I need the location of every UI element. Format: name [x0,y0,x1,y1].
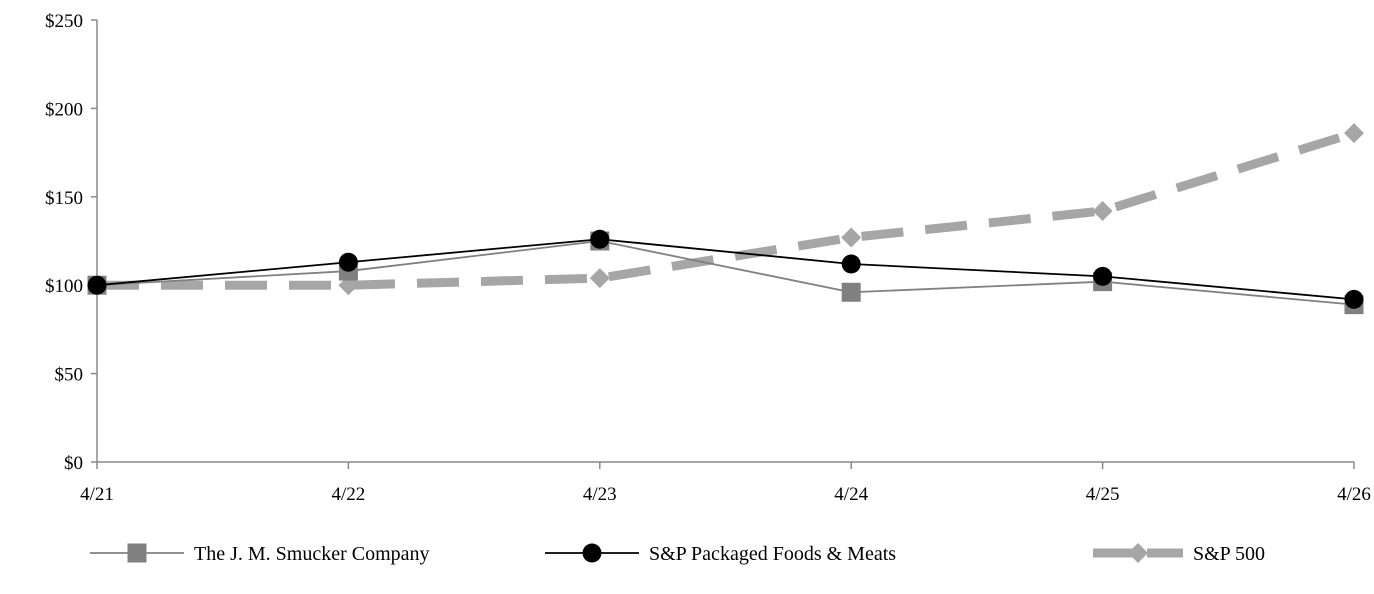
legend-marker [1128,543,1148,563]
legend-item-1: The J. M. Smucker Company [90,543,430,565]
x-tick-label: 4/23 [583,484,617,505]
series-line [96,238,1355,301]
series-layer [87,123,1364,315]
y-tick-label: $200 [45,99,83,120]
legend-label: S&P 500 [1193,543,1265,565]
chart-legend: The J. M. Smucker Company S&P Packaged Fo… [90,543,1265,565]
series-line [96,240,1355,306]
legend-marker [582,543,602,563]
data-point [1093,266,1113,286]
y-tick-label: $0 [64,453,83,474]
data-point [590,229,610,249]
x-axis-tick-labels: 4/21 4/22 4/23 4/24 4/25 4/26 [80,484,1371,505]
legend-item-3: S&P 500 [1093,543,1265,565]
x-tick-label: 4/21 [80,484,114,505]
x-tick-label: 4/26 [1337,484,1371,505]
legend-label: S&P Packaged Foods & Meats [649,543,896,565]
data-point [841,227,862,248]
data-point [841,254,861,274]
legend-label: The J. M. Smucker Company [194,543,430,565]
legend-item-2: S&P Packaged Foods & Meats [545,543,896,565]
data-point [589,268,610,289]
series-1 [87,231,1364,315]
data-point [87,275,107,295]
y-tick-label: $50 [55,365,84,386]
data-point [1092,200,1113,221]
x-tick-label: 4/24 [834,484,868,505]
y-axis-tick-labels: $0 $50 $100 $150 $200 $250 [45,11,83,474]
y-tick-label: $150 [45,188,83,209]
y-tick-label: $250 [45,11,83,32]
data-point [841,282,861,302]
x-tick-label: 4/25 [1086,484,1120,505]
data-point [1344,123,1364,144]
legend-marker [127,543,147,563]
data-point [338,252,358,272]
series-2 [87,229,1364,309]
y-tick-label: $100 [45,276,83,297]
series-line [97,128,1356,290]
chart-axes [91,19,1355,469]
series-3 [87,123,1364,296]
data-point [1344,289,1364,309]
x-tick-label: 4/22 [332,484,366,505]
